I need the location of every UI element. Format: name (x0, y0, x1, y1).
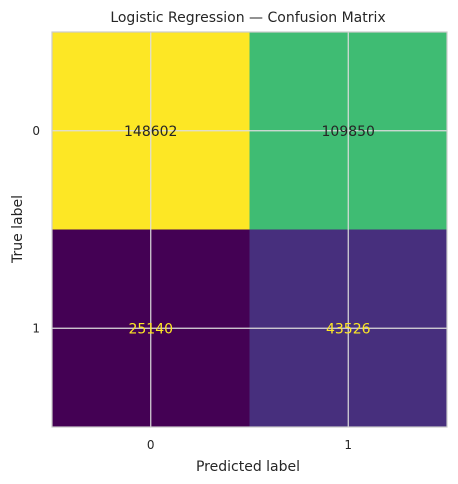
cell-value-label: 109850 (322, 124, 375, 140)
cell-value-label: 25140 (128, 321, 173, 337)
heatmap-grid (52, 32, 447, 427)
heatmap-cells (52, 32, 447, 427)
y-axis-ticks: 01 (32, 124, 40, 336)
y-axis-label: True label (10, 195, 26, 264)
x-tick-label: 0 (147, 438, 155, 452)
x-axis-label: Predicted label (196, 459, 300, 475)
plot-frame (51, 31, 448, 428)
y-tick-label: 0 (32, 124, 40, 138)
cell-value-label: 43526 (326, 321, 371, 337)
cell-value-label: 148602 (124, 124, 177, 140)
y-tick-label: 1 (32, 321, 40, 335)
x-tick-label: 1 (344, 438, 352, 452)
cell-value-labels: 148602 109850 25140 43526 (124, 124, 375, 338)
chart-title: Logistic Regression — Confusion Matrix (110, 10, 385, 26)
